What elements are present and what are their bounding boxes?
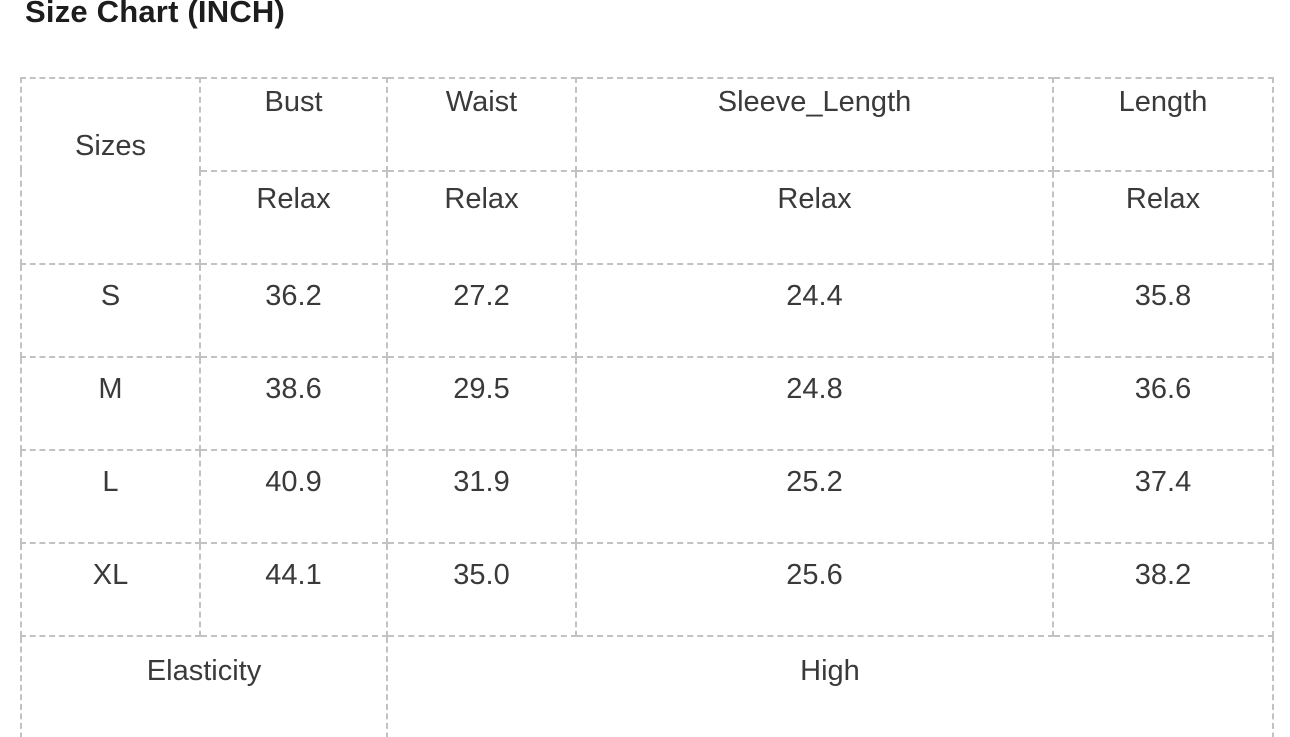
column-header-length: Length: [1052, 77, 1274, 172]
length-value: 36.6: [1052, 356, 1274, 451]
fit-cell-waist: Relax: [386, 170, 577, 265]
waist-value: 35.0: [386, 542, 577, 637]
column-header-sizes: Sizes: [20, 77, 201, 265]
length-value: 37.4: [1052, 449, 1274, 544]
size-label: S: [20, 263, 201, 358]
bust-value: 36.2: [199, 263, 388, 358]
elasticity-label: Elasticity: [20, 635, 388, 737]
sleeve-length-value: 24.8: [575, 356, 1054, 451]
measurement-header-row: Sizes Bust Waist Sleeve_Length Length: [20, 77, 1274, 265]
page-title: Size Chart (INCH): [25, 0, 286, 29]
sleeve-length-value: 24.4: [575, 263, 1054, 358]
elasticity-value: High: [386, 635, 1274, 737]
sleeve-length-value: 25.6: [575, 542, 1054, 637]
waist-value: 27.2: [386, 263, 577, 358]
size-label: XL: [20, 542, 201, 637]
waist-value: 29.5: [386, 356, 577, 451]
sleeve-length-value: 25.2: [575, 449, 1054, 544]
fit-type-row: Relax Relax Relax Relax: [21, 170, 1274, 265]
size-label: L: [20, 449, 201, 544]
table-row-size-m: M 38.6 29.5 24.8 36.6: [20, 356, 1274, 451]
fit-cell-length: Relax: [1052, 170, 1274, 265]
elasticity-row: Elasticity High: [20, 635, 1274, 737]
column-header-waist: Waist: [386, 77, 577, 172]
table-row-size-xl: XL 44.1 35.0 25.6 38.2: [20, 542, 1274, 637]
size-label: M: [20, 356, 201, 451]
waist-value: 31.9: [386, 449, 577, 544]
table-row-size-l: L 40.9 31.9 25.2 37.4: [20, 449, 1274, 544]
column-header-sleeve-length: Sleeve_Length: [575, 77, 1054, 172]
length-value: 35.8: [1052, 263, 1274, 358]
size-chart-table: Sizes Bust Waist Sleeve_Length Length Re…: [20, 77, 1274, 737]
length-value: 38.2: [1052, 542, 1274, 637]
fit-cell-bust: Relax: [199, 170, 388, 265]
bust-value: 40.9: [199, 449, 388, 544]
bust-value: 44.1: [199, 542, 388, 637]
table-row-size-s: S 36.2 27.2 24.4 35.8: [20, 263, 1274, 358]
bust-value: 38.6: [199, 356, 388, 451]
fit-cell-sleeve-length: Relax: [575, 170, 1054, 265]
column-header-bust: Bust: [199, 77, 388, 172]
